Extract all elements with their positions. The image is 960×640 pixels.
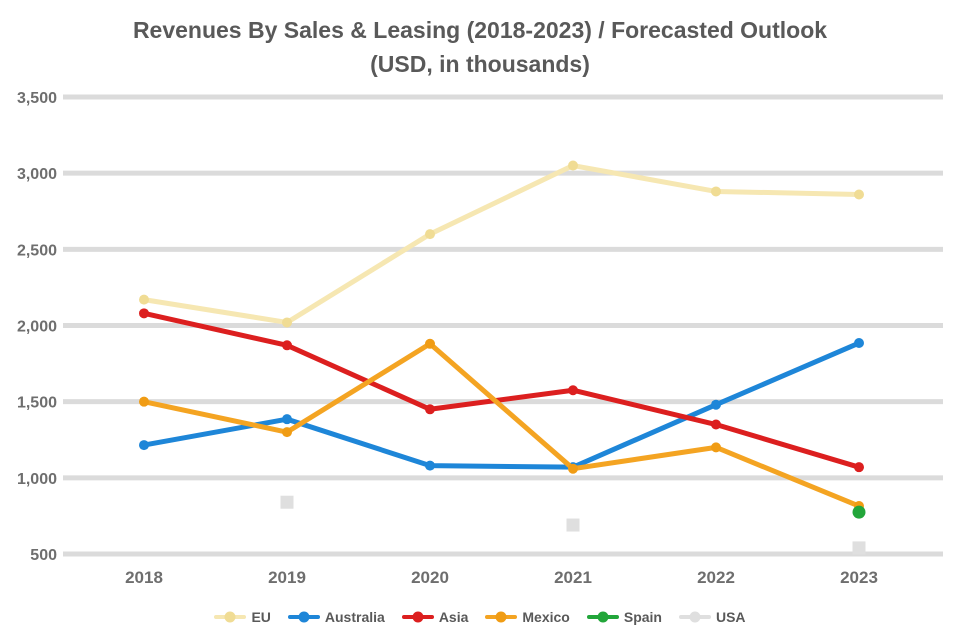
legend-marker-dot-icon — [495, 611, 507, 623]
legend-label: Asia — [438, 609, 469, 625]
legend-item-eu[interactable]: EU — [214, 609, 271, 625]
usa-data-point-marker — [280, 495, 294, 509]
legend-item-mexico[interactable]: Mexico — [485, 609, 570, 625]
australia-data-point-marker — [282, 414, 292, 425]
eu-data-point-marker — [282, 317, 292, 328]
chart-title-line1: Revenues By Sales & Leasing (2018-2023) … — [132, 17, 828, 43]
legend-marker-dot-icon — [224, 611, 236, 623]
legend-swatch-icon — [485, 611, 518, 623]
legend-marker-dot-icon — [298, 611, 310, 623]
asia-series-line — [141, 310, 862, 470]
legend-marker-dot-icon — [597, 611, 609, 623]
asia-data-point-marker — [282, 340, 292, 351]
legend-swatch-icon — [287, 611, 320, 623]
x-axis-tick-label: 2020 — [411, 568, 449, 587]
chart-legend: EU Australia Asia Mexico Spain USA — [0, 601, 960, 633]
x-axis-tick-label: 2018 — [125, 568, 163, 587]
y-axis-tick-label: 1,000 — [17, 471, 57, 488]
eu-data-point-marker — [425, 229, 435, 240]
legend-item-usa[interactable]: USA — [678, 609, 746, 625]
legend-label: EU — [251, 609, 271, 625]
legend-item-asia[interactable]: Asia — [401, 609, 469, 625]
usa-data-point-marker — [852, 541, 866, 555]
chart-title: Revenues By Sales & Leasing (2018-2023) … — [0, 13, 960, 81]
legend-label: USA — [715, 609, 746, 625]
asia-data-point-marker — [425, 404, 435, 415]
legend-label: Australia — [324, 609, 385, 625]
mexico-data-point-marker — [282, 427, 292, 438]
australia-series-line — [141, 340, 862, 470]
asia-data-point-marker — [711, 419, 721, 430]
legend-swatch-icon — [214, 611, 247, 623]
spain-data-point-marker — [852, 505, 866, 519]
eu-series-line — [141, 163, 862, 325]
legend-item-spain[interactable]: Spain — [586, 609, 662, 625]
legend-swatch-icon — [678, 611, 711, 623]
eu-data-point-marker — [568, 160, 578, 171]
y-axis-tick-label: 2,500 — [17, 242, 57, 259]
y-axis-tick-label: 2,000 — [17, 319, 57, 336]
x-axis-tick-label: 2023 — [840, 568, 878, 587]
australia-data-point-marker — [711, 399, 721, 410]
y-axis-tick-label: 1,500 — [17, 395, 57, 412]
australia-data-point-marker — [139, 440, 149, 451]
mexico-series-line — [141, 341, 862, 509]
legend-swatch-icon — [586, 611, 619, 623]
asia-data-point-marker — [568, 385, 578, 396]
eu-data-point-marker — [854, 189, 864, 200]
legend-label: Mexico — [522, 609, 570, 625]
x-axis-tick-label: 2019 — [268, 568, 306, 587]
chart-title-line2: (USD, in thousands) — [370, 51, 590, 77]
y-axis-tick-label: 3,500 — [17, 90, 57, 107]
x-axis-tick-label: 2021 — [554, 568, 592, 587]
legend-label: Spain — [623, 609, 662, 625]
asia-data-point-marker — [139, 308, 149, 319]
y-axis-tick-label: 3,000 — [17, 166, 57, 183]
mexico-data-point-marker — [425, 338, 435, 349]
legend-swatch-icon — [401, 611, 434, 623]
plot-area: 3,500 3,000 2,500 2,000 1,500 1,000 500 2018 201… — [17, 90, 943, 587]
australia-data-point-marker — [425, 460, 435, 471]
legend-item-australia[interactable]: Australia — [287, 609, 385, 625]
mexico-data-point-marker — [711, 442, 721, 453]
australia-data-point-marker — [854, 338, 864, 349]
asia-data-point-marker — [854, 462, 864, 473]
eu-data-point-marker — [711, 186, 721, 197]
legend-marker-dot-icon — [689, 611, 701, 623]
x-axis-tick-label: 2022 — [697, 568, 735, 587]
mexico-data-point-marker — [568, 463, 578, 474]
mexico-data-point-marker — [139, 396, 149, 407]
y-axis-tick-label: 500 — [30, 547, 57, 564]
legend-marker-dot-icon — [412, 611, 424, 623]
eu-data-point-marker — [139, 294, 149, 305]
usa-data-point-marker — [566, 518, 580, 532]
